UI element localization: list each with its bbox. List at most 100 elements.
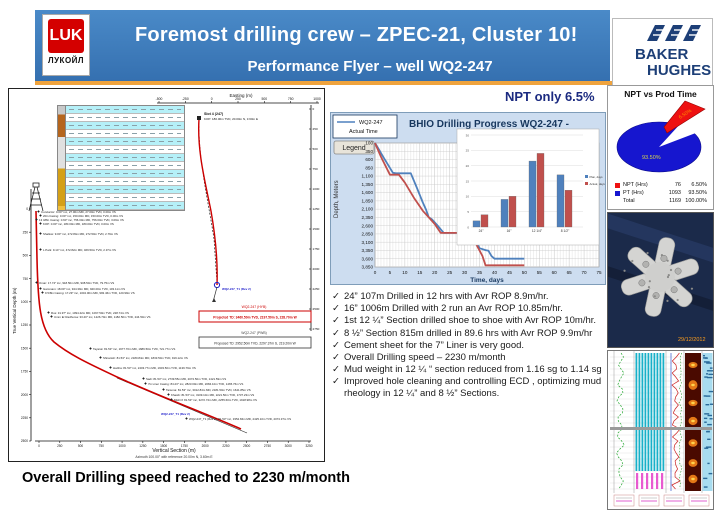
svg-text:Conductor: 0.00° inc, 27.00m M: Conductor: 0.00° inc, 27.00m MD, 27.00m … [41,210,116,214]
pie-title: NPT vs Prod Time [624,89,697,99]
svg-text:2500: 2500 [21,439,28,443]
hyb-label: WQ2-247 (HYB) [242,305,267,309]
rev-label-vs: WQ2-247_T1 (Rev 2) [161,412,190,416]
svg-text:25: 25 [466,149,470,153]
svg-text:50: 50 [522,270,528,275]
trajectory-plot: Easting (m) -500 -250 0 250 500 750 1000 0 250 5… [12,93,321,459]
svg-text:250: 250 [235,97,241,101]
svg-text:2000: 2000 [202,444,209,448]
casing-table-row [66,178,184,186]
casing-table-row [66,194,184,202]
svg-text:2,850: 2,850 [362,232,374,237]
svg-text:2750: 2750 [313,327,320,331]
plan-view-trajectory [197,118,218,286]
casing-table-row [66,114,184,122]
svg-text:750: 750 [23,277,29,281]
sections-bar-chart: 0 5 10 15 20 25 30 24" 16" 12 1/4" 8 1/2" Plan, day… [456,128,606,246]
svg-text:L Park: 9.14° inc, 472.82m MD,: L Park: 9.14° inc, 472.82m MD, 469.50m T… [43,248,116,252]
slide-title: Foremost drilling crew – ZPEC-21, Cluste… [135,24,578,46]
npt-slice [663,100,706,134]
checkmark-icon: ✓ [332,339,340,351]
casing-table-row [66,202,184,210]
casing-table-row [66,162,184,170]
pie-legend-row: Total 1169 100.00% [615,197,711,205]
svg-text:Legend: Legend [342,145,365,152]
tvd-axis-label: True Vertical Depth (m) [12,287,17,334]
chart-legend-box: WQ2-247 Actual Time [332,114,398,139]
svg-text:WQ2-247_T1 (Rev 2): 81.53° inc: WQ2-247_T1 (Rev 2): 81.53° inc, 3354.84m… [189,417,291,421]
svg-text:Shiranish: 81.53° inc, 2180.84: Shiranish: 81.53° inc, 2180.84m MD, 1833… [103,356,188,360]
pie-legend-row: NPT (Hrs) 76 6.50% [615,181,711,189]
legend-swatch-icon [615,190,620,196]
bullet-item: ✓ Overall Drilling speed – 2230 m/month [332,352,506,364]
svg-text:-500: -500 [156,97,163,101]
pwb-label: WQ2-247 (PWB) [241,331,266,335]
svg-text:1750: 1750 [181,444,188,448]
svg-text:30: 30 [466,133,470,137]
checkmark-icon: ✓ [332,352,340,364]
svg-text:Actual, days: Actual, days [590,182,606,186]
casing-table-row [66,170,184,178]
svg-text:25: 25 [447,270,453,275]
svg-text:15: 15 [417,270,423,275]
highlights-list: ✓ 24” 107m Drilled in 12 hrs with Avr ROP… [332,291,604,400]
easting-axis-label: Easting (m) [229,93,253,98]
svg-text:1500: 1500 [313,227,320,231]
wellbore-schematic-icon [58,106,66,210]
svg-text:3,350: 3,350 [362,248,374,253]
svg-text:Umm Er Radhuma: 33.40° inc, 12: Umm Er Radhuma: 33.40° inc, 1226.70m MD,… [54,315,151,319]
svg-text:16": 16" [507,229,513,233]
svg-text:2,600: 2,600 [362,223,374,228]
pie-legend-row: PT (Hrs) 1093 93.50% [615,189,711,197]
svg-text:45: 45 [507,270,513,275]
checkmark-icon: ✓ [332,364,340,376]
svg-text:3250: 3250 [305,444,312,448]
svg-text:750: 750 [288,97,294,101]
lukoil-emblem-icon: LUK [48,19,84,53]
checkmark-icon: ✓ [332,327,340,339]
svg-text:0: 0 [211,97,213,101]
progress-xlabel: Time, days [470,277,504,284]
svg-text:1250: 1250 [313,207,320,211]
svg-text:1250: 1250 [139,444,146,448]
svg-text:WQ2-247: WQ2-247 [359,120,383,126]
progress-ylabel: Depth, Meters [334,180,340,218]
casing-table-row [66,186,184,194]
npt-pie-panel: NPT vs Prod Time 6.50% 93.50% NPT (Hrs) 7… [607,85,714,210]
svg-text:40: 40 [492,270,498,275]
checkmark-icon: ✓ [332,291,340,302]
svg-text:Rus: 31.97° inc, 1094.42m MD,: Rus: 31.97° inc, 1094.42m MD, 1067.50m T… [51,311,129,315]
svg-text:600: 600 [365,157,373,162]
npt-note: NPT only 6.5% [505,89,595,104]
svg-text:12 1/4": 12 1/4" [532,229,543,233]
lukoil-wordmark: ЛУКОЙЛ [47,56,85,65]
svg-text:1250: 1250 [21,323,28,327]
svg-text:500: 500 [261,97,267,101]
svg-text:Plan, days: Plan, days [590,175,604,179]
svg-text:0: 0 [374,270,377,275]
svg-text:750: 750 [313,167,318,171]
svg-text:Khasib: 81.53° inc, 3109.10m M: Khasib: 81.53° inc, 3109.10m MD, 2221.50… [171,393,254,397]
slide-subtitle: Performance Flyer – well WQ2-247 [247,58,493,75]
casing-table-row [66,122,184,130]
svg-text:1000: 1000 [21,300,28,304]
svg-text:1,350: 1,350 [362,182,374,187]
svg-text:20in Casing: 0.00° inc, 150.00: 20in Casing: 0.00° inc, 150.00m MD, 150.… [43,214,123,218]
svg-text:100: 100 [365,141,373,146]
svg-text:3,100: 3,100 [362,240,374,245]
svg-text:70: 70 [582,270,588,275]
svg-text:1,600: 1,600 [362,190,374,195]
svg-text:5: 5 [467,210,469,214]
svg-text:3,600: 3,600 [362,256,374,261]
legend-button[interactable]: Legend [333,140,375,155]
svg-text:65: 65 [567,270,573,275]
drill-bit-icon [621,237,699,317]
svg-text:2250: 2250 [21,416,28,420]
svg-text:1500: 1500 [160,444,167,448]
baker-hughes-logo: BAKER HUGHES [612,18,713,90]
legend-swatch-empty [615,199,620,204]
svg-text:Tanuma: 81.53° inc, 3012.84m M: Tanuma: 81.53° inc, 3012.84m MD, 2181.50… [166,388,251,392]
svg-text:Hartha: 81.53° inc, 2403.77m M: Hartha: 81.53° inc, 2403.77m MD, 1903.50… [113,366,196,370]
proposed-td-label: Proposed TD: 2952.50m TVD, 2297.37m S, 2… [214,342,296,346]
